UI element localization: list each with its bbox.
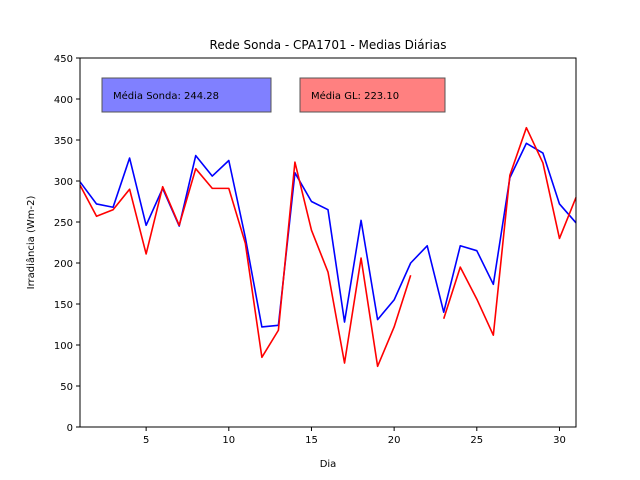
media-gl-badge-box bbox=[299, 77, 446, 113]
y-tick-label: 100 bbox=[54, 341, 73, 352]
plot-frame bbox=[79, 57, 577, 428]
y-tick-label: 250 bbox=[54, 218, 73, 229]
x-tick-label: 25 bbox=[470, 435, 483, 446]
media-sonda-badge-box bbox=[101, 77, 272, 113]
x-tick-label: 10 bbox=[222, 435, 235, 446]
x-axis-label: Dia bbox=[320, 459, 337, 470]
chart-title: Rede Sonda - CPA1701 - Medias Diárias bbox=[210, 38, 447, 52]
media-gl-text: Média GL: 223.10 bbox=[311, 90, 399, 102]
x-tick-label: 20 bbox=[388, 435, 401, 446]
x-tick-label: 5 bbox=[143, 435, 149, 446]
series-line-2 bbox=[79, 126, 577, 368]
x-tick-label: 30 bbox=[553, 435, 566, 446]
media-sonda-badge: Média Sonda: 244.28 bbox=[101, 77, 272, 113]
y-axis: 0 50 100 150 200 250 300 350 400 450 bbox=[54, 54, 80, 434]
y-tick-label: 50 bbox=[60, 382, 73, 393]
y-tick-label: 300 bbox=[54, 177, 73, 188]
media-sonda-text: Média Sonda: 244.28 bbox=[113, 90, 219, 102]
series-layer bbox=[79, 126, 577, 368]
media-gl-badge: Média GL: 223.10 bbox=[299, 77, 446, 113]
x-tick-label: 15 bbox=[305, 435, 318, 446]
y-tick-label: 0 bbox=[67, 423, 73, 434]
y-tick-label: 400 bbox=[54, 95, 73, 106]
series-line-1 bbox=[79, 142, 577, 328]
y-tick-label: 200 bbox=[54, 259, 73, 270]
y-tick-label: 150 bbox=[54, 300, 73, 311]
y-axis-label: Irradiância (Wm-2) bbox=[25, 196, 37, 290]
x-axis: 5 10 15 20 25 30 bbox=[143, 427, 566, 446]
y-tick-label: 450 bbox=[54, 54, 73, 65]
y-tick-label: 350 bbox=[54, 136, 73, 147]
